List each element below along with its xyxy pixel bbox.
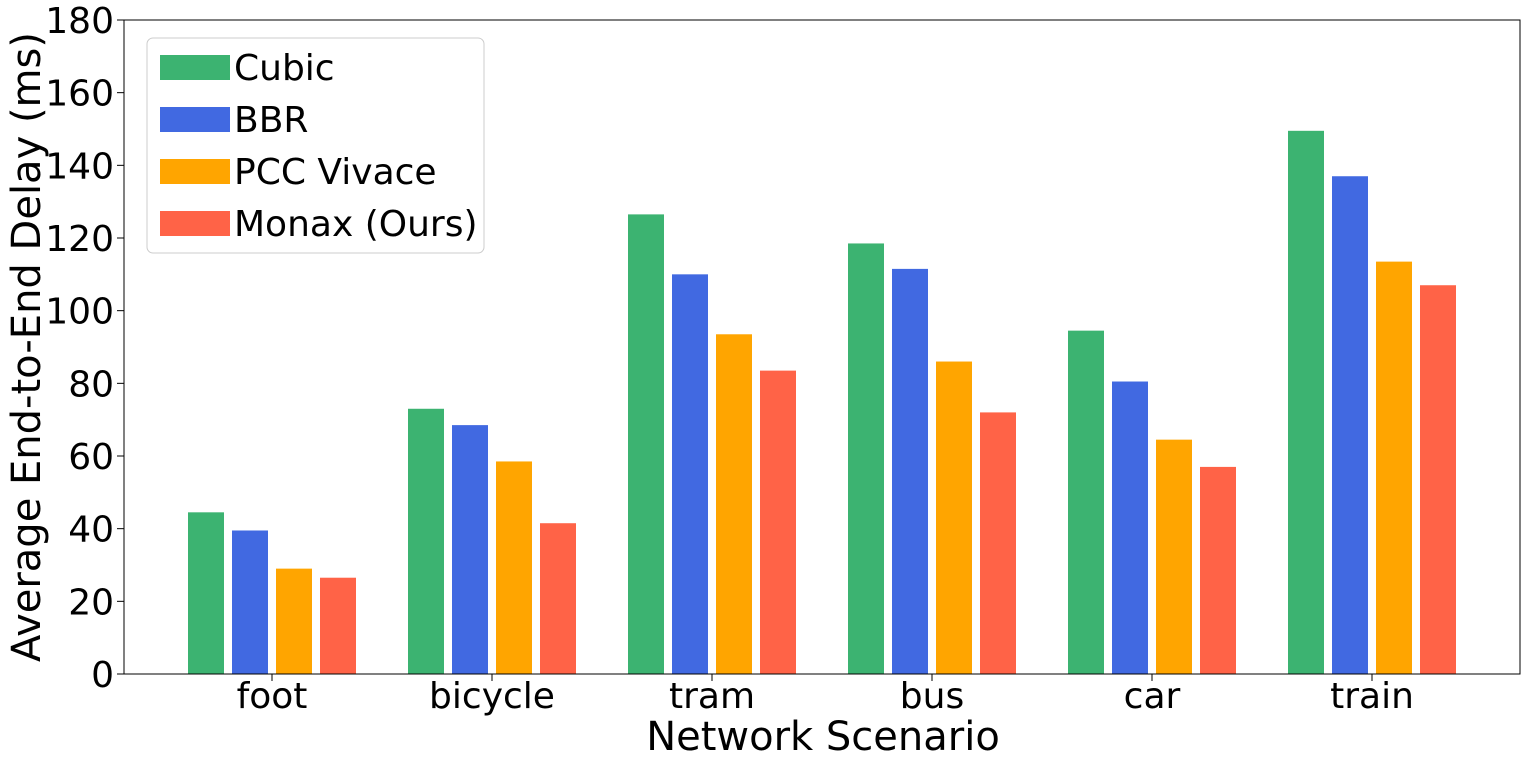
bar-cubic-tram: [628, 214, 664, 674]
y-tick-label: 140: [45, 146, 114, 187]
legend-swatch: [160, 55, 230, 80]
y-axis-label: Average End-to-End Delay (ms): [4, 32, 50, 662]
legend-swatch: [160, 211, 230, 236]
x-axis: foot bicycle tram bus car train: [237, 674, 1414, 717]
bar-pcc-vivace-car: [1156, 439, 1192, 674]
bar-monax-ours-train: [1420, 285, 1456, 674]
bar-cubic-train: [1288, 130, 1324, 675]
x-tick-label: car: [1124, 676, 1181, 717]
y-tick-label: 40: [68, 510, 114, 551]
bar-monax-ours-car: [1200, 466, 1236, 674]
y-tick-label: 20: [68, 582, 114, 623]
bar-bbr-car: [1112, 381, 1148, 674]
y-tick-label: 120: [45, 219, 114, 260]
bar-bbr-foot: [232, 530, 268, 674]
bar-monax-ours-foot: [320, 577, 356, 674]
bar-monax-ours-bicycle: [540, 523, 576, 674]
bar-cubic-bus: [848, 243, 884, 674]
bar-pcc-vivace-train: [1376, 261, 1412, 674]
legend-label: Monax (Ours): [234, 204, 478, 245]
x-tick-label: foot: [237, 676, 308, 717]
bar-cubic-foot: [188, 512, 224, 674]
bar-cubic-bicycle: [408, 408, 444, 674]
x-tick-label: tram: [669, 676, 755, 717]
bar-monax-ours-tram: [760, 370, 796, 674]
y-tick-label: 100: [45, 292, 114, 333]
legend-box: [146, 37, 485, 254]
legend-swatch: [160, 159, 230, 184]
legend-label: Cubic: [234, 48, 335, 89]
y-tick-label: 180: [45, 1, 114, 42]
x-tick-label: bus: [900, 676, 964, 717]
bar-bbr-tram: [672, 274, 708, 674]
y-tick-label: 80: [68, 364, 114, 405]
y-tick-label: 60: [68, 437, 114, 478]
bar-cubic-car: [1068, 330, 1104, 674]
bar-pcc-vivace-tram: [716, 334, 752, 674]
legend-label: BBR: [234, 100, 308, 141]
x-axis-label: Network Scenario: [646, 714, 1000, 760]
bar-pcc-vivace-bicycle: [496, 461, 532, 674]
y-tick-label: 160: [45, 74, 114, 115]
bar-pcc-vivace-foot: [276, 568, 312, 674]
y-axis: 0 20 40 60 80 100 120 140 160 180: [45, 1, 124, 696]
y-tick-label: 0: [91, 655, 114, 696]
bars-group: [188, 130, 1456, 675]
bar-bbr-bus: [892, 268, 928, 674]
legend-swatch: [160, 107, 230, 132]
bar-bbr-bicycle: [452, 425, 488, 674]
legend: Cubic BBR PCC Vivace Monax (Ours): [146, 37, 485, 254]
x-tick-label: bicycle: [429, 676, 555, 717]
legend-label: PCC Vivace: [234, 152, 437, 193]
bar-bbr-train: [1332, 176, 1368, 674]
bar-pcc-vivace-bus: [936, 361, 972, 674]
x-tick-label: train: [1330, 676, 1414, 717]
bar-monax-ours-bus: [980, 412, 1016, 674]
plot-frame: [123, 19, 1521, 675]
